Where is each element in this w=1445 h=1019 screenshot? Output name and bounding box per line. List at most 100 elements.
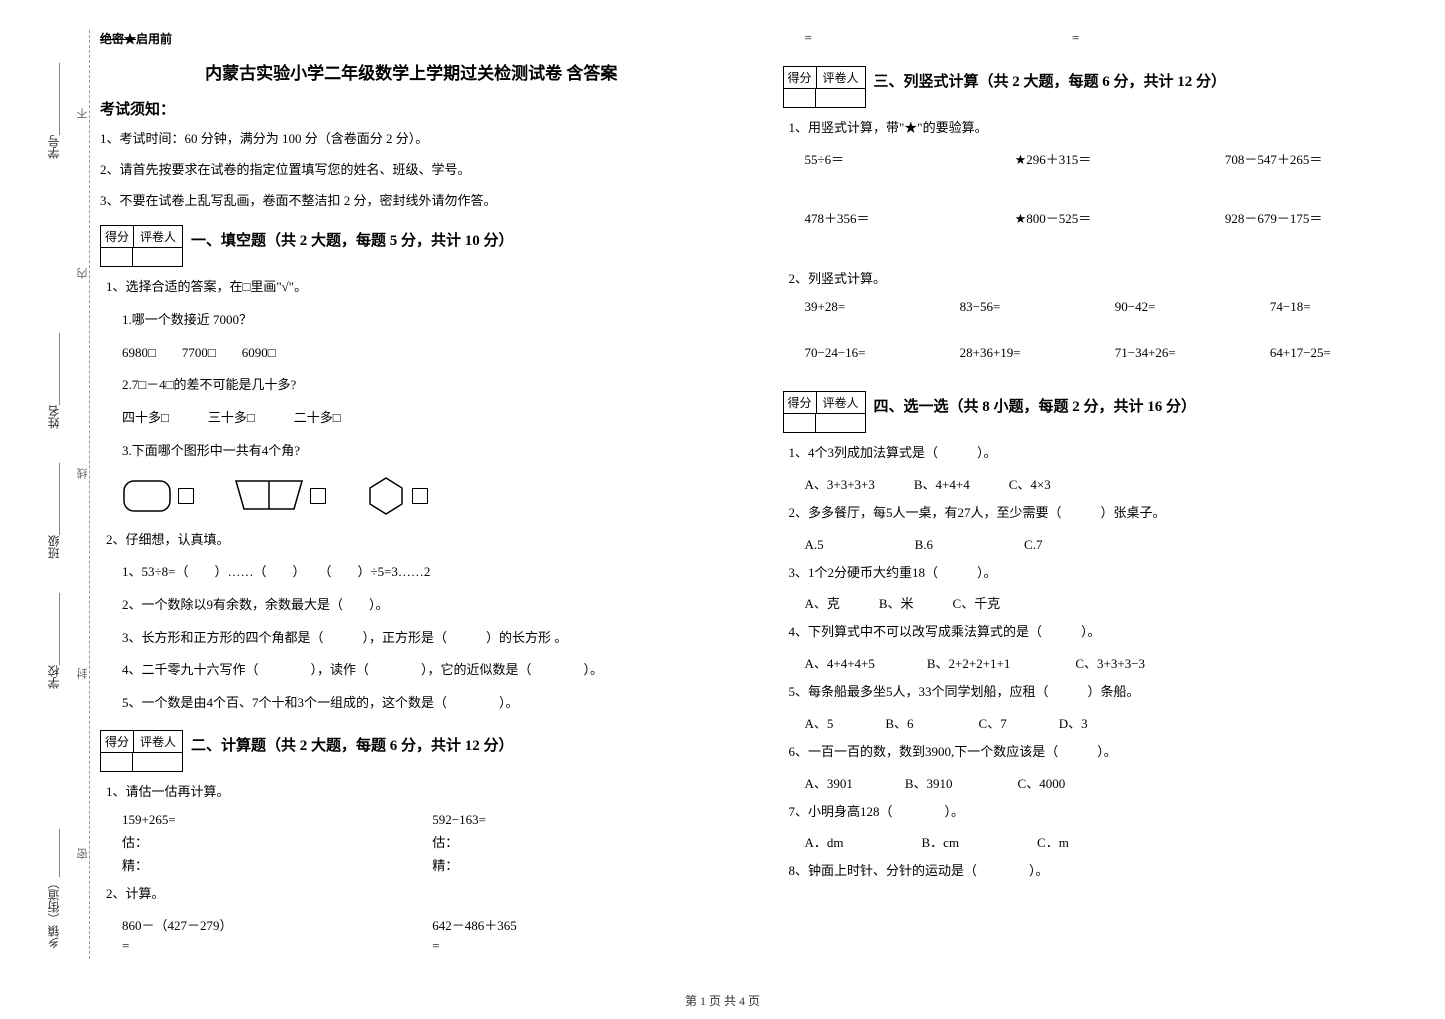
score-table-3: 得分评卷人 xyxy=(783,66,866,108)
q1-2-3: 3、长方形和正方形的四个角都是（ ），正方形是（ ）的长方形 。 xyxy=(100,626,723,651)
seal-mi: 密 xyxy=(75,848,91,859)
score-table-4: 得分评卷人 xyxy=(783,391,866,433)
binding-label-name: 姓名____________ xyxy=(45,333,62,429)
q1-2: 2、仔细想，认真填。 xyxy=(100,528,723,553)
q4-3: 3、1个2分硬币大约重18（ ）。 xyxy=(783,561,1406,586)
q4-2c: A.5 B.6 C.7 xyxy=(783,534,1406,553)
est-a: 估： xyxy=(122,832,412,851)
c4-a: 39+28= xyxy=(805,299,940,315)
q4-1: 1、4个3列成加法算式是（ ）。 xyxy=(783,441,1406,466)
q4-6: 6、一百一百的数，数到3900,下一个数应该是（ ）。 xyxy=(783,740,1406,765)
calc-a: 159+265= xyxy=(122,812,412,828)
binding-label-number: 学号____________ xyxy=(45,63,62,159)
right-column: = = 得分评卷人 三、列竖式计算（共 2 大题，每题 6 分，共计 12 分）… xyxy=(783,30,1406,950)
binding-label-township: 乡镇（街道）________ xyxy=(45,829,62,949)
binding-label-class: 班级____________ xyxy=(45,463,62,559)
c4-d: 74−18= xyxy=(1270,299,1405,315)
rounded-rect-icon xyxy=(122,479,172,513)
left-column: 绝密★启用前 内蒙古实验小学二年级数学上学期过关检测试卷 含答案 考试须知： 1… xyxy=(100,30,723,950)
q1-1-1v: 6980□ 7700□ 6090□ xyxy=(100,341,723,366)
section-1-header: 得分评卷人 一、填空题（共 2 大题，每题 5 分，共计 10 分） xyxy=(100,225,723,267)
c4-f: 28+36+19= xyxy=(960,345,1095,361)
section-4-header: 得分评卷人 四、选一选（共 8 小题，每题 2 分，共计 16 分） xyxy=(783,391,1406,433)
answer-box-2 xyxy=(310,488,326,504)
main-title: 内蒙古实验小学二年级数学上学期过关检测试卷 含答案 xyxy=(100,59,723,84)
binding-label-school: 学校____________ xyxy=(45,593,62,689)
calc-2b: 642－486＋365 xyxy=(432,915,722,934)
secret-prefix: 绝密★ xyxy=(100,32,136,46)
c3-b: ★296＋315＝ xyxy=(1015,149,1195,168)
q4-7c: A．dm B．cm C．m xyxy=(783,832,1406,851)
c3-f: 928－679－175＝ xyxy=(1225,208,1405,227)
q1-1: 1、选择合适的答案，在□里画"√"。 xyxy=(100,275,723,300)
secret-suffix: 启用前 xyxy=(136,32,172,46)
notice-3: 3、不要在试卷上乱写乱画，卷面不整洁扣 2 分，密封线外请勿作答。 xyxy=(100,191,723,212)
calc-four-1: 39+28= 83−56= 90−42= 74−18= xyxy=(783,299,1406,315)
calc-grid-2: 860－（427－279） 642－486＋365 = = xyxy=(100,915,723,954)
secret-line: 绝密★启用前 xyxy=(100,30,723,47)
exam-notice-heading: 考试须知： xyxy=(100,98,723,119)
section-4-title: 四、选一选（共 8 小题，每题 2 分，共计 16 分） xyxy=(874,391,1197,416)
q1-2-2: 2、一个数除以9有余数，余数最大是（ ）。 xyxy=(100,593,723,618)
calc-b: 592−163= xyxy=(432,812,722,828)
continuation-eq: = = xyxy=(783,30,1406,46)
c3-a: 55÷6＝ xyxy=(805,149,985,168)
q4-8: 8、钟面上时针、分针的运动是（ ）。 xyxy=(783,859,1406,884)
calc-2a: 860－（427－279） xyxy=(122,915,412,934)
score-table-2: 得分评卷人 xyxy=(100,730,183,772)
q4-5: 5、每条船最多坐5人，33个同学划船，应租（ ）条船。 xyxy=(783,680,1406,705)
seal-feng: 封 xyxy=(75,668,91,679)
q1-1-3: 3.下面哪个图形中一共有4个角? xyxy=(100,439,723,464)
calc-three-1: 55÷6＝ ★296＋315＝ 708－547＋265＝ xyxy=(783,149,1406,168)
exact-b: 精： xyxy=(432,855,722,874)
eq-d: = xyxy=(1072,30,1079,46)
section-3-title: 三、列竖式计算（共 2 大题，每题 6 分，共计 12 分） xyxy=(874,66,1227,91)
eq-a: = xyxy=(122,938,412,954)
c4-e: 70−24−16= xyxy=(805,345,940,361)
grader-label: 评卷人 xyxy=(134,731,182,752)
section-2-header: 得分评卷人 二、计算题（共 2 大题，每题 6 分，共计 12 分） xyxy=(100,730,723,772)
section-1-title: 一、填空题（共 2 大题，每题 5 分，共计 10 分） xyxy=(191,225,514,250)
notice-2: 2、请首先按要求在试卷的指定位置填写您的姓名、班级、学号。 xyxy=(100,160,723,181)
q4-5c: A、5 B、6 C、7 D、3 xyxy=(783,713,1406,732)
q1-2-5: 5、一个数是由4个百、7个十和3个一组成的，这个数是（ ）。 xyxy=(100,691,723,716)
q1-1-2: 2.7□－4□的差不可能是几十多? xyxy=(100,373,723,398)
eq-c: = xyxy=(805,30,812,46)
grader-label: 评卷人 xyxy=(134,226,182,247)
score-label: 得分 xyxy=(784,392,817,413)
c3-d: 478＋356＝ xyxy=(805,208,985,227)
score-label: 得分 xyxy=(784,67,817,88)
q4-4: 4、下列算式中不可以改写成乘法算式的是（ ）。 xyxy=(783,620,1406,645)
notice-1: 1、考试时间：60 分钟，满分为 100 分（含卷面分 2 分）。 xyxy=(100,129,723,150)
exact-a: 精： xyxy=(122,855,412,874)
calc-four-2: 70−24−16= 28+36+19= 71−34+26= 64+17−25= xyxy=(783,345,1406,361)
c3-e: ★800－525＝ xyxy=(1015,208,1195,227)
seal-bu: 不 xyxy=(75,108,91,119)
page-footer: 第 1 页 共 4 页 xyxy=(0,992,1445,1009)
section-2-title: 二、计算题（共 2 大题，每题 6 分，共计 12 分） xyxy=(191,730,514,755)
q2-1: 1、请估一估再计算。 xyxy=(100,780,723,805)
q1-2-4: 4、二千零九十六写作（ ），读作（ ），它的近似数是（ ）。 xyxy=(100,658,723,683)
eq-b: = xyxy=(432,938,722,954)
answer-box-3 xyxy=(412,488,428,504)
shape-group-1 xyxy=(122,479,194,513)
c4-b: 83−56= xyxy=(960,299,1095,315)
hexagon-icon xyxy=(366,476,406,516)
c3-c: 708－547＋265＝ xyxy=(1225,149,1405,168)
section-3-header: 得分评卷人 三、列竖式计算（共 2 大题，每题 6 分，共计 12 分） xyxy=(783,66,1406,108)
score-label: 得分 xyxy=(101,731,134,752)
q4-2: 2、多多餐厅，每5人一桌，有27人，至少需要（ ）张桌子。 xyxy=(783,501,1406,526)
trapezoid-split-icon xyxy=(234,479,304,513)
grader-label: 评卷人 xyxy=(817,392,865,413)
q4-1c: A、3+3+3+3 B、4+4+4 C、4×3 xyxy=(783,474,1406,493)
seal-nei: 内 xyxy=(75,268,91,279)
calc-grid-1: 159+265= 592−163= 估： 估： 精： 精： xyxy=(100,812,723,874)
answer-box-1 xyxy=(178,488,194,504)
score-table-1: 得分评卷人 xyxy=(100,225,183,267)
c4-h: 64+17−25= xyxy=(1270,345,1405,361)
grader-label: 评卷人 xyxy=(817,67,865,88)
q4-4c: A、4+4+4+5 B、2+2+2+1+1 C、3+3+3−3 xyxy=(783,653,1406,672)
c4-g: 71−34+26= xyxy=(1115,345,1250,361)
q4-7: 7、小明身高128（ ）。 xyxy=(783,800,1406,825)
calc-three-2: 478＋356＝ ★800－525＝ 928－679－175＝ xyxy=(783,208,1406,227)
